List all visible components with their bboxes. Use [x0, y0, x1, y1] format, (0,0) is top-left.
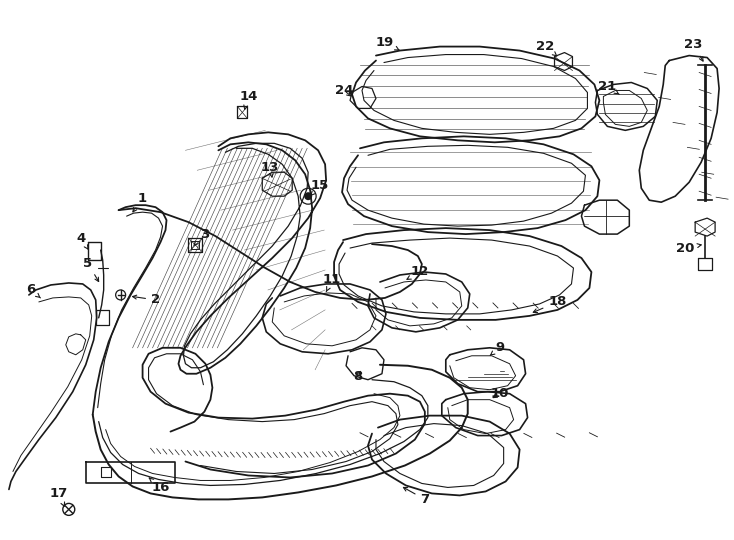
Text: 14: 14	[239, 90, 258, 109]
Text: 21: 21	[598, 80, 619, 94]
Text: 2: 2	[133, 293, 160, 306]
Text: 7: 7	[404, 488, 429, 506]
Text: 24: 24	[335, 84, 353, 97]
Circle shape	[304, 192, 312, 200]
Text: 8: 8	[353, 370, 363, 383]
Text: 11: 11	[323, 273, 341, 292]
Text: 20: 20	[676, 241, 701, 254]
Text: 1: 1	[133, 192, 147, 212]
Text: 12: 12	[407, 266, 429, 279]
Text: 6: 6	[26, 284, 40, 298]
Text: 10: 10	[490, 387, 509, 400]
Text: 9: 9	[490, 341, 504, 355]
Text: 18: 18	[534, 295, 567, 313]
Text: 22: 22	[537, 40, 557, 56]
Text: 3: 3	[195, 227, 209, 245]
Text: 4: 4	[76, 232, 89, 249]
Text: 13: 13	[261, 161, 280, 177]
Text: 17: 17	[50, 487, 68, 507]
Text: 5: 5	[83, 256, 98, 281]
Text: 15: 15	[311, 179, 330, 195]
Text: 19: 19	[376, 36, 399, 50]
Text: 23: 23	[684, 38, 703, 61]
Text: 16: 16	[149, 478, 170, 494]
